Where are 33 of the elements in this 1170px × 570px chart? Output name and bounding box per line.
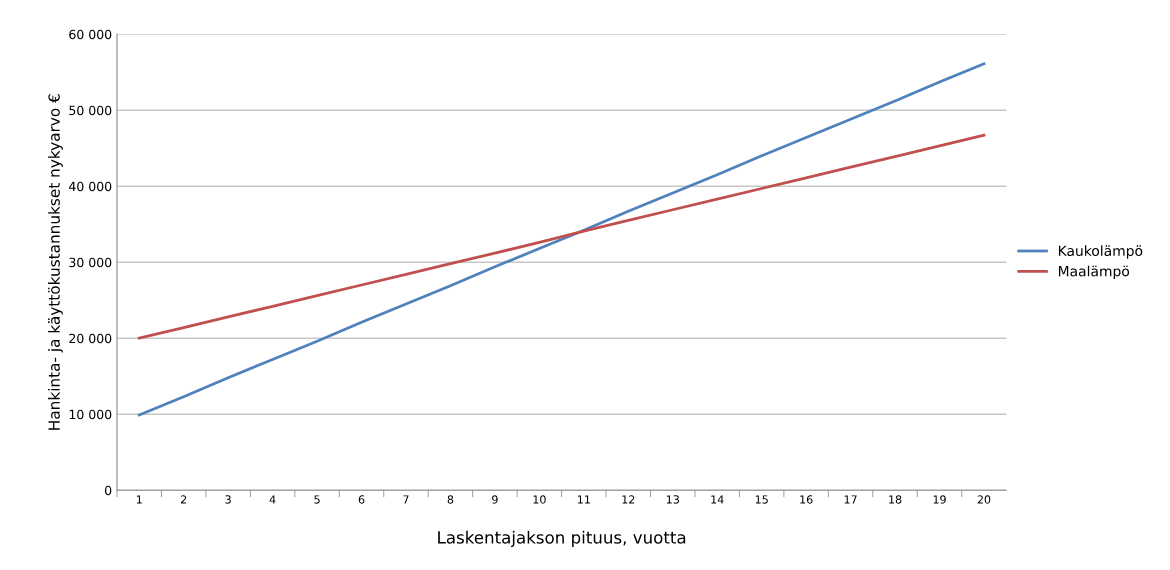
x-tick-label: 15 (755, 495, 768, 504)
x-tick-label: 10 (533, 495, 546, 504)
line-series (137, 62, 986, 417)
x-tick-label: 11 (577, 495, 590, 504)
x-tick-label: 9 (492, 495, 498, 504)
line-series (137, 133, 986, 340)
legend-label: Kaukolämpö (1058, 245, 1143, 259)
y-axis-title: Hankinta- ja käyttökustannukset nykyarvo € (48, 94, 63, 430)
x-tick-label: 13 (666, 495, 679, 504)
legend-label: Maalämpö (1058, 265, 1130, 280)
y-tick-label: 20 000 (69, 333, 112, 344)
x-axis-title: Laskentajakson pituus, vuotta (438, 530, 686, 547)
x-tick-label: 6 (358, 495, 365, 504)
x-tick-label: 19 (933, 495, 946, 504)
x-tick-label: 17 (844, 495, 857, 504)
y-tick-label: 40 000 (69, 181, 112, 192)
x-tick-label: 14 (711, 495, 724, 504)
y-tick-label: 60 000 (69, 29, 112, 40)
y-tick-label: 0 (105, 485, 112, 496)
x-tick-label: 2 (180, 495, 187, 504)
x-tick-label: 1 (136, 495, 142, 504)
y-tick-label: 50 000 (69, 105, 112, 116)
x-tick-label: 18 (889, 495, 902, 504)
x-tick-label: 3 (225, 495, 231, 504)
x-tick-label: 4 (269, 495, 276, 504)
x-tick-label: 8 (447, 495, 454, 504)
x-tick-label: 12 (622, 495, 635, 504)
x-tick-label: 5 (314, 495, 320, 504)
x-tick-label: 20 (977, 495, 991, 504)
x-tick-label: 16 (800, 495, 813, 504)
x-tick-label: 7 (403, 495, 409, 504)
y-tick-label: 30 000 (69, 257, 112, 268)
y-tick-label: 10 000 (69, 409, 112, 420)
